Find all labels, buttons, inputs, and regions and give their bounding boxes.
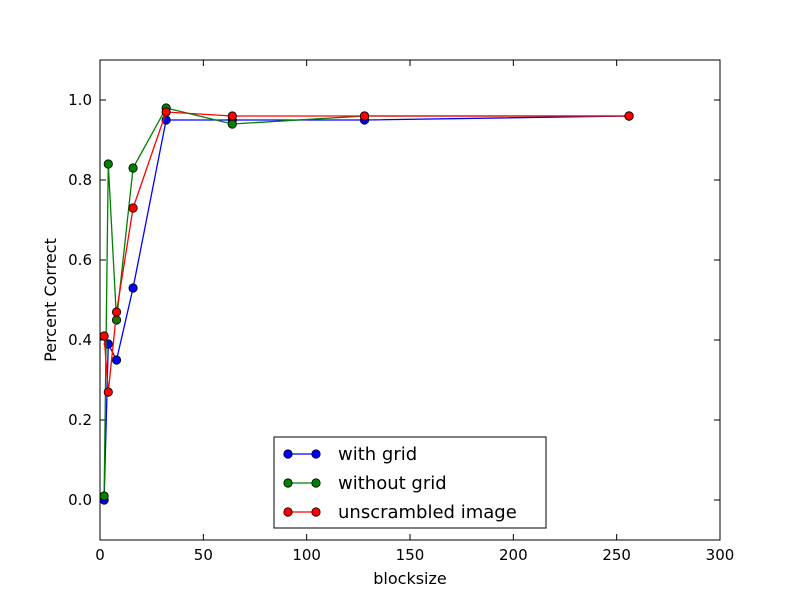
data-point <box>103 387 113 397</box>
legend-marker <box>283 449 293 459</box>
axis-labels: blocksize Percent Correct <box>41 238 447 588</box>
series-layer <box>99 103 634 505</box>
legend-entry: with grid <box>283 444 417 465</box>
legend-entry: without grid <box>283 473 447 494</box>
data-point <box>227 119 237 129</box>
data-point <box>624 111 634 121</box>
legend-marker <box>283 478 293 488</box>
legend-entry: unscrambled image <box>283 502 517 523</box>
legend-label: with grid <box>338 444 417 465</box>
data-point <box>359 111 370 121</box>
legend: with grid without grid unscrambled image <box>273 436 547 529</box>
plot-area: 0 50 100 150 200 250 300 0.0 0.2 0.4 0.6 0.8 1.0 <box>68 59 734 564</box>
y-tick-label: 0.6 <box>68 251 92 269</box>
data-point <box>111 355 122 365</box>
data-point <box>111 307 122 317</box>
axis-ticks: 0 50 100 150 200 250 300 0.0 0.2 0.4 0.6 0.8 1.0 <box>68 60 734 564</box>
data-point <box>161 107 171 117</box>
legend-marker <box>311 449 321 459</box>
y-tick-label: 0.0 <box>68 491 92 509</box>
data-point <box>128 283 138 293</box>
series-line <box>103 107 630 497</box>
series-2 <box>99 107 634 397</box>
x-tick-label: 0 <box>95 546 105 564</box>
x-tick-label: 150 <box>396 546 425 564</box>
x-tick-label: 300 <box>706 546 735 564</box>
legend-label: unscrambled image <box>338 502 517 523</box>
data-point <box>103 159 113 169</box>
x-tick-label: 100 <box>292 546 321 564</box>
y-tick-label: 0.2 <box>68 411 92 429</box>
y-tick-label: 0.8 <box>68 171 92 189</box>
legend-marker <box>311 507 321 517</box>
legend-marker <box>283 507 293 517</box>
x-axis-label: blocksize <box>373 569 446 588</box>
data-point <box>99 331 109 341</box>
data-point <box>99 491 109 501</box>
legend-label: without grid <box>338 473 447 494</box>
y-axis-label: Percent Correct <box>41 238 60 362</box>
y-tick-label: 1.0 <box>68 91 92 109</box>
x-tick-label: 200 <box>499 546 528 564</box>
y-tick-label: 0.4 <box>68 331 92 349</box>
series-line <box>103 111 630 393</box>
legend-marker <box>311 478 321 488</box>
data-point <box>128 163 138 173</box>
x-tick-label: 50 <box>194 546 213 564</box>
x-tick-label: 250 <box>602 546 631 564</box>
data-point <box>227 111 237 121</box>
data-point <box>128 203 138 213</box>
